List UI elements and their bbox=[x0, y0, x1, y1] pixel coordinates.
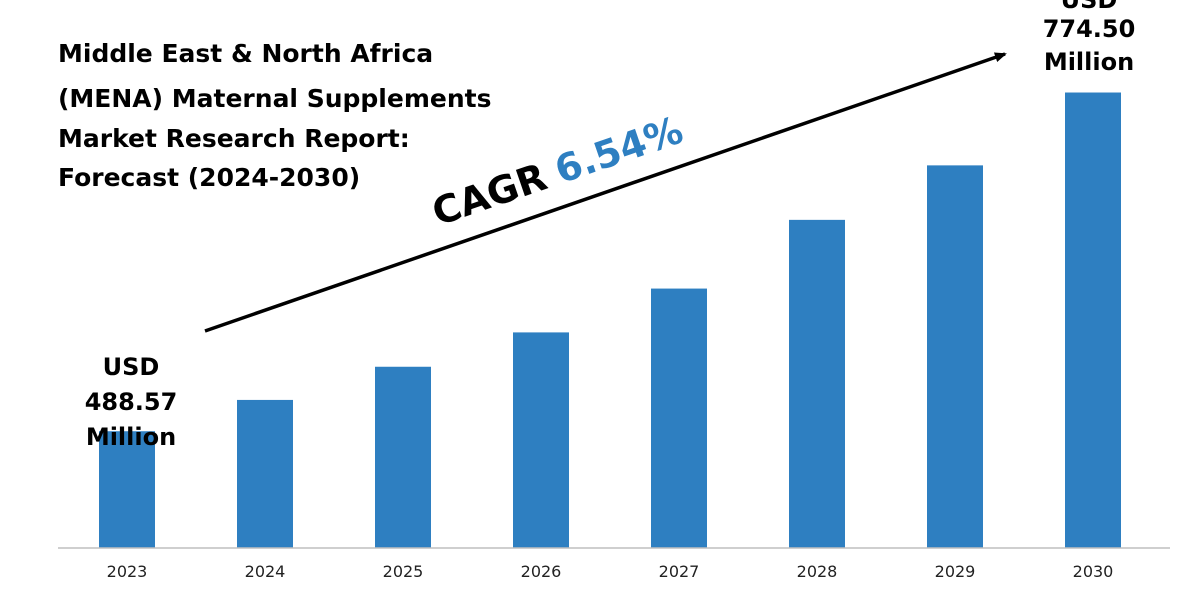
first-label-line-1: USD bbox=[103, 353, 160, 381]
x-tick-label-2026: 2026 bbox=[521, 562, 562, 581]
bar-2030 bbox=[1065, 92, 1121, 548]
x-tick-label-2024: 2024 bbox=[245, 562, 286, 581]
title-line-1: Middle East & North Africa bbox=[58, 39, 433, 68]
bar-series bbox=[99, 92, 1121, 548]
trend-arrow bbox=[204, 52, 1007, 333]
bar-2024 bbox=[237, 399, 293, 548]
title-line-3: Market Research Report: bbox=[58, 124, 410, 153]
title-line-2: (MENA) Maternal Supplements bbox=[58, 84, 491, 113]
cagr-value: 6.54% bbox=[549, 108, 688, 193]
chart-title: Middle East & North Africa (MENA) Matern… bbox=[58, 39, 491, 192]
bar-2029 bbox=[927, 165, 983, 548]
first-label-line-2: 488.57 bbox=[85, 388, 178, 416]
bar-2026 bbox=[513, 332, 569, 548]
bar-2027 bbox=[651, 288, 707, 548]
first-label-line-3: Million bbox=[86, 423, 176, 451]
last-label-line-3: Million bbox=[1044, 48, 1134, 76]
x-tick-label-2029: 2029 bbox=[935, 562, 976, 581]
first-bar-data-label: USD 488.57 Million bbox=[85, 353, 178, 451]
x-tick-label-2025: 2025 bbox=[383, 562, 424, 581]
x-axis-tick-labels: 2023 2024 2025 2026 2027 2028 2029 2030 bbox=[107, 562, 1114, 581]
cagr-annotation: CAGR6.54% bbox=[427, 108, 689, 235]
last-bar-data-label: USD 774.50 Million bbox=[1043, 0, 1136, 76]
bar-2023 bbox=[99, 431, 155, 548]
x-tick-label-2030: 2030 bbox=[1073, 562, 1114, 581]
last-label-line-2: 774.50 bbox=[1043, 15, 1136, 43]
x-tick-label-2023: 2023 bbox=[107, 562, 148, 581]
last-label-line-1: USD bbox=[1061, 0, 1118, 14]
title-line-4: Forecast (2024-2030) bbox=[58, 163, 360, 192]
x-tick-label-2027: 2027 bbox=[659, 562, 700, 581]
bar-2028 bbox=[789, 219, 845, 548]
bar-2025 bbox=[375, 366, 431, 548]
cagr-text: CAGR bbox=[427, 155, 553, 235]
x-tick-label-2028: 2028 bbox=[797, 562, 838, 581]
